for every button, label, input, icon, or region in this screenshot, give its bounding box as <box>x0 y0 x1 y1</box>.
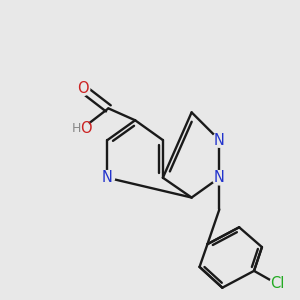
Circle shape <box>270 277 284 291</box>
Text: Cl: Cl <box>270 276 284 291</box>
Circle shape <box>76 121 90 135</box>
Text: H: H <box>72 122 81 135</box>
Text: O: O <box>77 81 88 96</box>
Circle shape <box>212 133 226 147</box>
Text: N: N <box>102 170 113 185</box>
Text: N: N <box>214 133 225 148</box>
Text: N: N <box>214 170 225 185</box>
Circle shape <box>212 171 226 185</box>
Text: O: O <box>80 121 92 136</box>
Circle shape <box>100 171 115 185</box>
Circle shape <box>76 81 90 96</box>
